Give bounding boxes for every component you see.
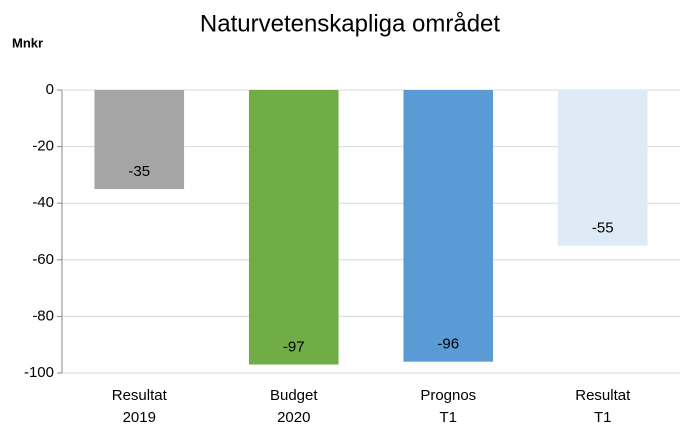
x-tick-label: Budget [270, 387, 318, 404]
y-tick-label: -60 [32, 251, 54, 268]
y-tick-label: -20 [32, 138, 54, 155]
bar [248, 90, 339, 365]
data-label: -35 [128, 163, 150, 180]
x-tick-label: Prognos [420, 387, 476, 404]
data-label: -96 [437, 336, 459, 353]
x-tick-label: 2019 [123, 409, 156, 426]
data-label: -55 [592, 220, 614, 237]
bar [94, 90, 185, 190]
x-tick-label: T1 [594, 409, 612, 426]
x-tick-label: Resultat [575, 387, 631, 404]
data-label: -97 [283, 338, 305, 355]
chart-title: Naturvetenskapliga området [200, 10, 500, 37]
x-tick-label: T1 [439, 409, 457, 426]
y-tick-label: 0 [46, 81, 54, 98]
y-axis-label: Mnkr [12, 35, 43, 50]
x-tick-label: Resultat [112, 387, 168, 404]
bar [403, 90, 494, 362]
y-tick-label: -40 [32, 194, 54, 211]
y-tick-label: -80 [32, 307, 54, 324]
y-tick-label: -100 [24, 364, 54, 381]
bar [557, 90, 648, 246]
x-tick-label: 2020 [277, 409, 310, 426]
